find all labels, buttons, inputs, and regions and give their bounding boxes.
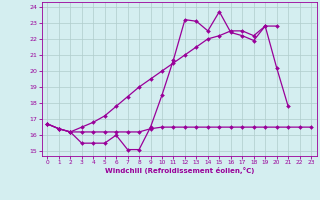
X-axis label: Windchill (Refroidissement éolien,°C): Windchill (Refroidissement éolien,°C) [105, 167, 254, 174]
